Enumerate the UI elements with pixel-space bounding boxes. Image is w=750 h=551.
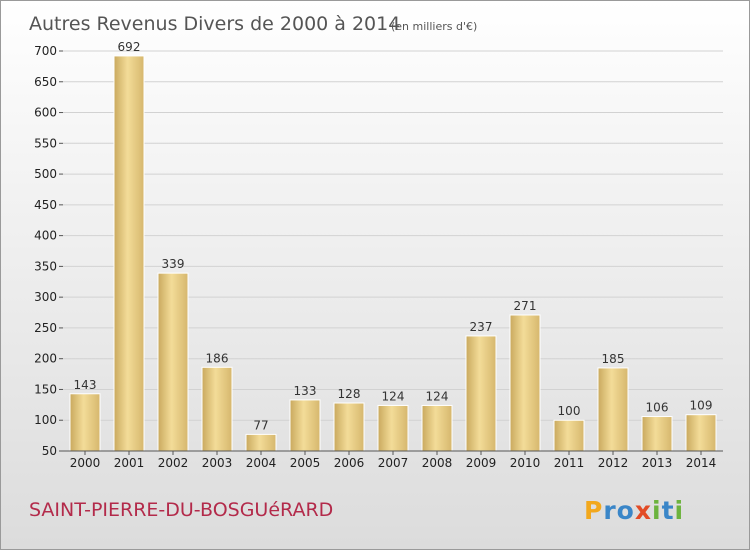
bar-2010 (509, 314, 541, 452)
value-label-2007: 124 (382, 389, 405, 403)
bar-2008 (421, 404, 453, 452)
bar-2001 (113, 55, 145, 452)
value-label-2004: 77 (253, 418, 268, 432)
bar-2007 (377, 404, 409, 452)
value-label-2009: 237 (470, 320, 493, 334)
x-tick-label-2011: 2011 (554, 456, 585, 470)
x-tick-label-2010: 2010 (510, 456, 541, 470)
y-tick-label: 650 (34, 75, 57, 89)
value-label-2010: 271 (514, 299, 537, 313)
value-label-2003: 186 (206, 351, 229, 365)
svg-text:Proxiti: Proxiti (584, 496, 684, 525)
bar-2005 (289, 399, 321, 452)
y-tick-label: 100 (34, 413, 57, 427)
value-labels: 143 692 339 186 77 133 128 124 124 237 271 100 185 10… (74, 40, 713, 432)
y-tick-label: 350 (34, 259, 57, 273)
y-tick-label: 700 (34, 44, 57, 58)
y-tick-label: 500 (34, 167, 57, 181)
y-tick-label: 450 (34, 198, 57, 212)
value-label-2008: 124 (426, 389, 449, 403)
y-tick-label: 300 (34, 290, 57, 304)
chart-title: Autres Revenus Divers de 2000 à 2014 (29, 13, 400, 35)
x-tick-label-2008: 2008 (422, 456, 453, 470)
bar-2014 (685, 414, 717, 452)
x-tick-label-2007: 2007 (378, 456, 409, 470)
value-label-2012: 185 (602, 352, 625, 366)
x-axis-ticks: 2000 2001 2002 2003 2004 2005 2006 2007 2008 2009… (70, 451, 717, 470)
y-tick-label: 250 (34, 321, 57, 335)
bar-2002 (157, 272, 189, 452)
bar-2003 (201, 366, 233, 452)
bar-2009 (465, 335, 497, 452)
y-tick-label: 150 (34, 382, 57, 396)
bar-2013 (641, 416, 673, 452)
value-label-2002: 339 (162, 257, 185, 271)
x-tick-label-2002: 2002 (158, 456, 189, 470)
value-label-2014: 109 (690, 399, 713, 413)
x-tick-label-2001: 2001 (114, 456, 145, 470)
value-label-2005: 133 (294, 384, 317, 398)
value-label-2011: 100 (558, 404, 581, 418)
bar-2012 (597, 367, 629, 452)
x-tick-label-2004: 2004 (246, 456, 277, 470)
value-label-2001: 692 (118, 40, 141, 54)
chart-subtitle: (en milliers d'€) (391, 20, 477, 33)
x-tick-label-2005: 2005 (290, 456, 321, 470)
y-tick-label: 600 (34, 106, 57, 120)
x-tick-label-2006: 2006 (334, 456, 365, 470)
x-tick-label-2009: 2009 (466, 456, 497, 470)
bar-2006 (333, 402, 365, 452)
commune-name: SAINT-PIERRE-DU-BOSGUéRARD (29, 499, 333, 521)
value-label-2013: 106 (646, 401, 669, 415)
bar-2004 (245, 433, 277, 452)
bar-2011 (553, 419, 585, 452)
bar-2000 (69, 393, 101, 452)
x-tick-label-2012: 2012 (598, 456, 629, 470)
value-label-2000: 143 (74, 378, 97, 392)
value-label-2006: 128 (338, 387, 361, 401)
x-tick-label-2000: 2000 (70, 456, 101, 470)
bars (69, 55, 717, 452)
x-tick-label-2013: 2013 (642, 456, 673, 470)
y-tick-label: 200 (34, 352, 57, 366)
y-tick-label: 400 (34, 229, 57, 243)
y-tick-label: 50 (42, 444, 57, 458)
y-tick-label: 550 (34, 136, 57, 150)
proxiti-logo: Proxiti (584, 496, 684, 525)
x-tick-label-2003: 2003 (202, 456, 233, 470)
y-axis-ticks: 50 100 150 200 250 300 350 400 450 500 550 600 650 70… (34, 44, 63, 458)
x-tick-label-2014: 2014 (686, 456, 717, 470)
